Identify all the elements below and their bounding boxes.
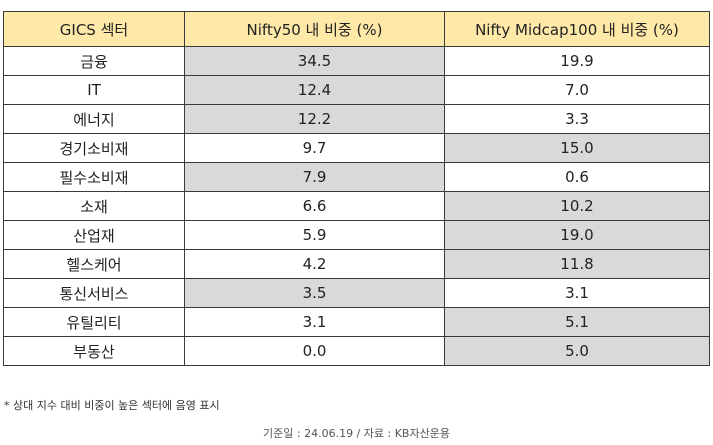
table-row: 헬스케어 4.2 11.8 [3, 249, 710, 279]
midcap100-weight-cell: 3.1 [444, 278, 710, 308]
table-row: 부동산 0.0 5.0 [3, 336, 710, 366]
shading-footnote: * 상대 지수 대비 비중이 높은 섹터에 음영 표시 [4, 399, 220, 412]
nifty50-weight-cell: 5.9 [184, 220, 445, 250]
sector-cell: 유틸리티 [3, 307, 185, 337]
nifty50-weight-cell: 0.0 [184, 336, 445, 366]
header-nifty50-weight: Nifty50 내 비중 (%) [184, 11, 445, 47]
sector-cell: 통신서비스 [3, 278, 185, 308]
nifty50-weight-cell: 7.9 [184, 162, 445, 192]
table-row: 소재 6.6 10.2 [3, 191, 710, 221]
sector-cell: 경기소비재 [3, 133, 185, 163]
nifty50-weight-cell: 12.2 [184, 104, 445, 134]
sector-cell: 에너지 [3, 104, 185, 134]
midcap100-weight-cell: 10.2 [444, 191, 710, 221]
sector-cell: 산업재 [3, 220, 185, 250]
midcap100-weight-cell: 19.9 [444, 46, 710, 76]
table-row: 산업재 5.9 19.0 [3, 220, 710, 250]
table-row: IT 12.4 7.0 [3, 75, 710, 105]
sector-cell: 금융 [3, 46, 185, 76]
nifty50-weight-cell: 6.6 [184, 191, 445, 221]
midcap100-weight-cell: 15.0 [444, 133, 710, 163]
sector-cell: 헬스케어 [3, 249, 185, 279]
sector-cell: 필수소비재 [3, 162, 185, 192]
table-row: 경기소비재 9.7 15.0 [3, 133, 710, 163]
nifty50-weight-cell: 4.2 [184, 249, 445, 279]
table-row: 유틸리티 3.1 5.1 [3, 307, 710, 337]
midcap100-weight-cell: 5.1 [444, 307, 710, 337]
header-midcap100-weight: Nifty Midcap100 내 비중 (%) [444, 11, 710, 47]
midcap100-weight-cell: 19.0 [444, 220, 710, 250]
midcap100-weight-cell: 7.0 [444, 75, 710, 105]
header-gics-sector: GICS 섹터 [3, 11, 185, 47]
table-row: 통신서비스 3.5 3.1 [3, 278, 710, 308]
midcap100-weight-cell: 3.3 [444, 104, 710, 134]
source-note: 기준일 : 24.06.19 / 자료 : KB자산운용 [263, 427, 450, 440]
sector-cell: 부동산 [3, 336, 185, 366]
nifty50-weight-cell: 3.5 [184, 278, 445, 308]
table-header-row: GICS 섹터 Nifty50 내 비중 (%) Nifty Midcap100… [3, 11, 710, 47]
table-row: 금융 34.5 19.9 [3, 46, 710, 76]
sector-cell: IT [3, 75, 185, 105]
nifty50-weight-cell: 12.4 [184, 75, 445, 105]
table-body: 금융 34.5 19.9 IT 12.4 7.0 에너지 12.2 3.3 경기소비재 9.7 15.… [3, 46, 710, 366]
nifty50-weight-cell: 9.7 [184, 133, 445, 163]
nifty50-weight-cell: 3.1 [184, 307, 445, 337]
midcap100-weight-cell: 0.6 [444, 162, 710, 192]
midcap100-weight-cell: 5.0 [444, 336, 710, 366]
table-row: 에너지 12.2 3.3 [3, 104, 710, 134]
sector-weight-table: GICS 섹터 Nifty50 내 비중 (%) Nifty Midcap100… [3, 11, 710, 366]
midcap100-weight-cell: 11.8 [444, 249, 710, 279]
sector-cell: 소재 [3, 191, 185, 221]
table-row: 필수소비재 7.9 0.6 [3, 162, 710, 192]
nifty50-weight-cell: 34.5 [184, 46, 445, 76]
